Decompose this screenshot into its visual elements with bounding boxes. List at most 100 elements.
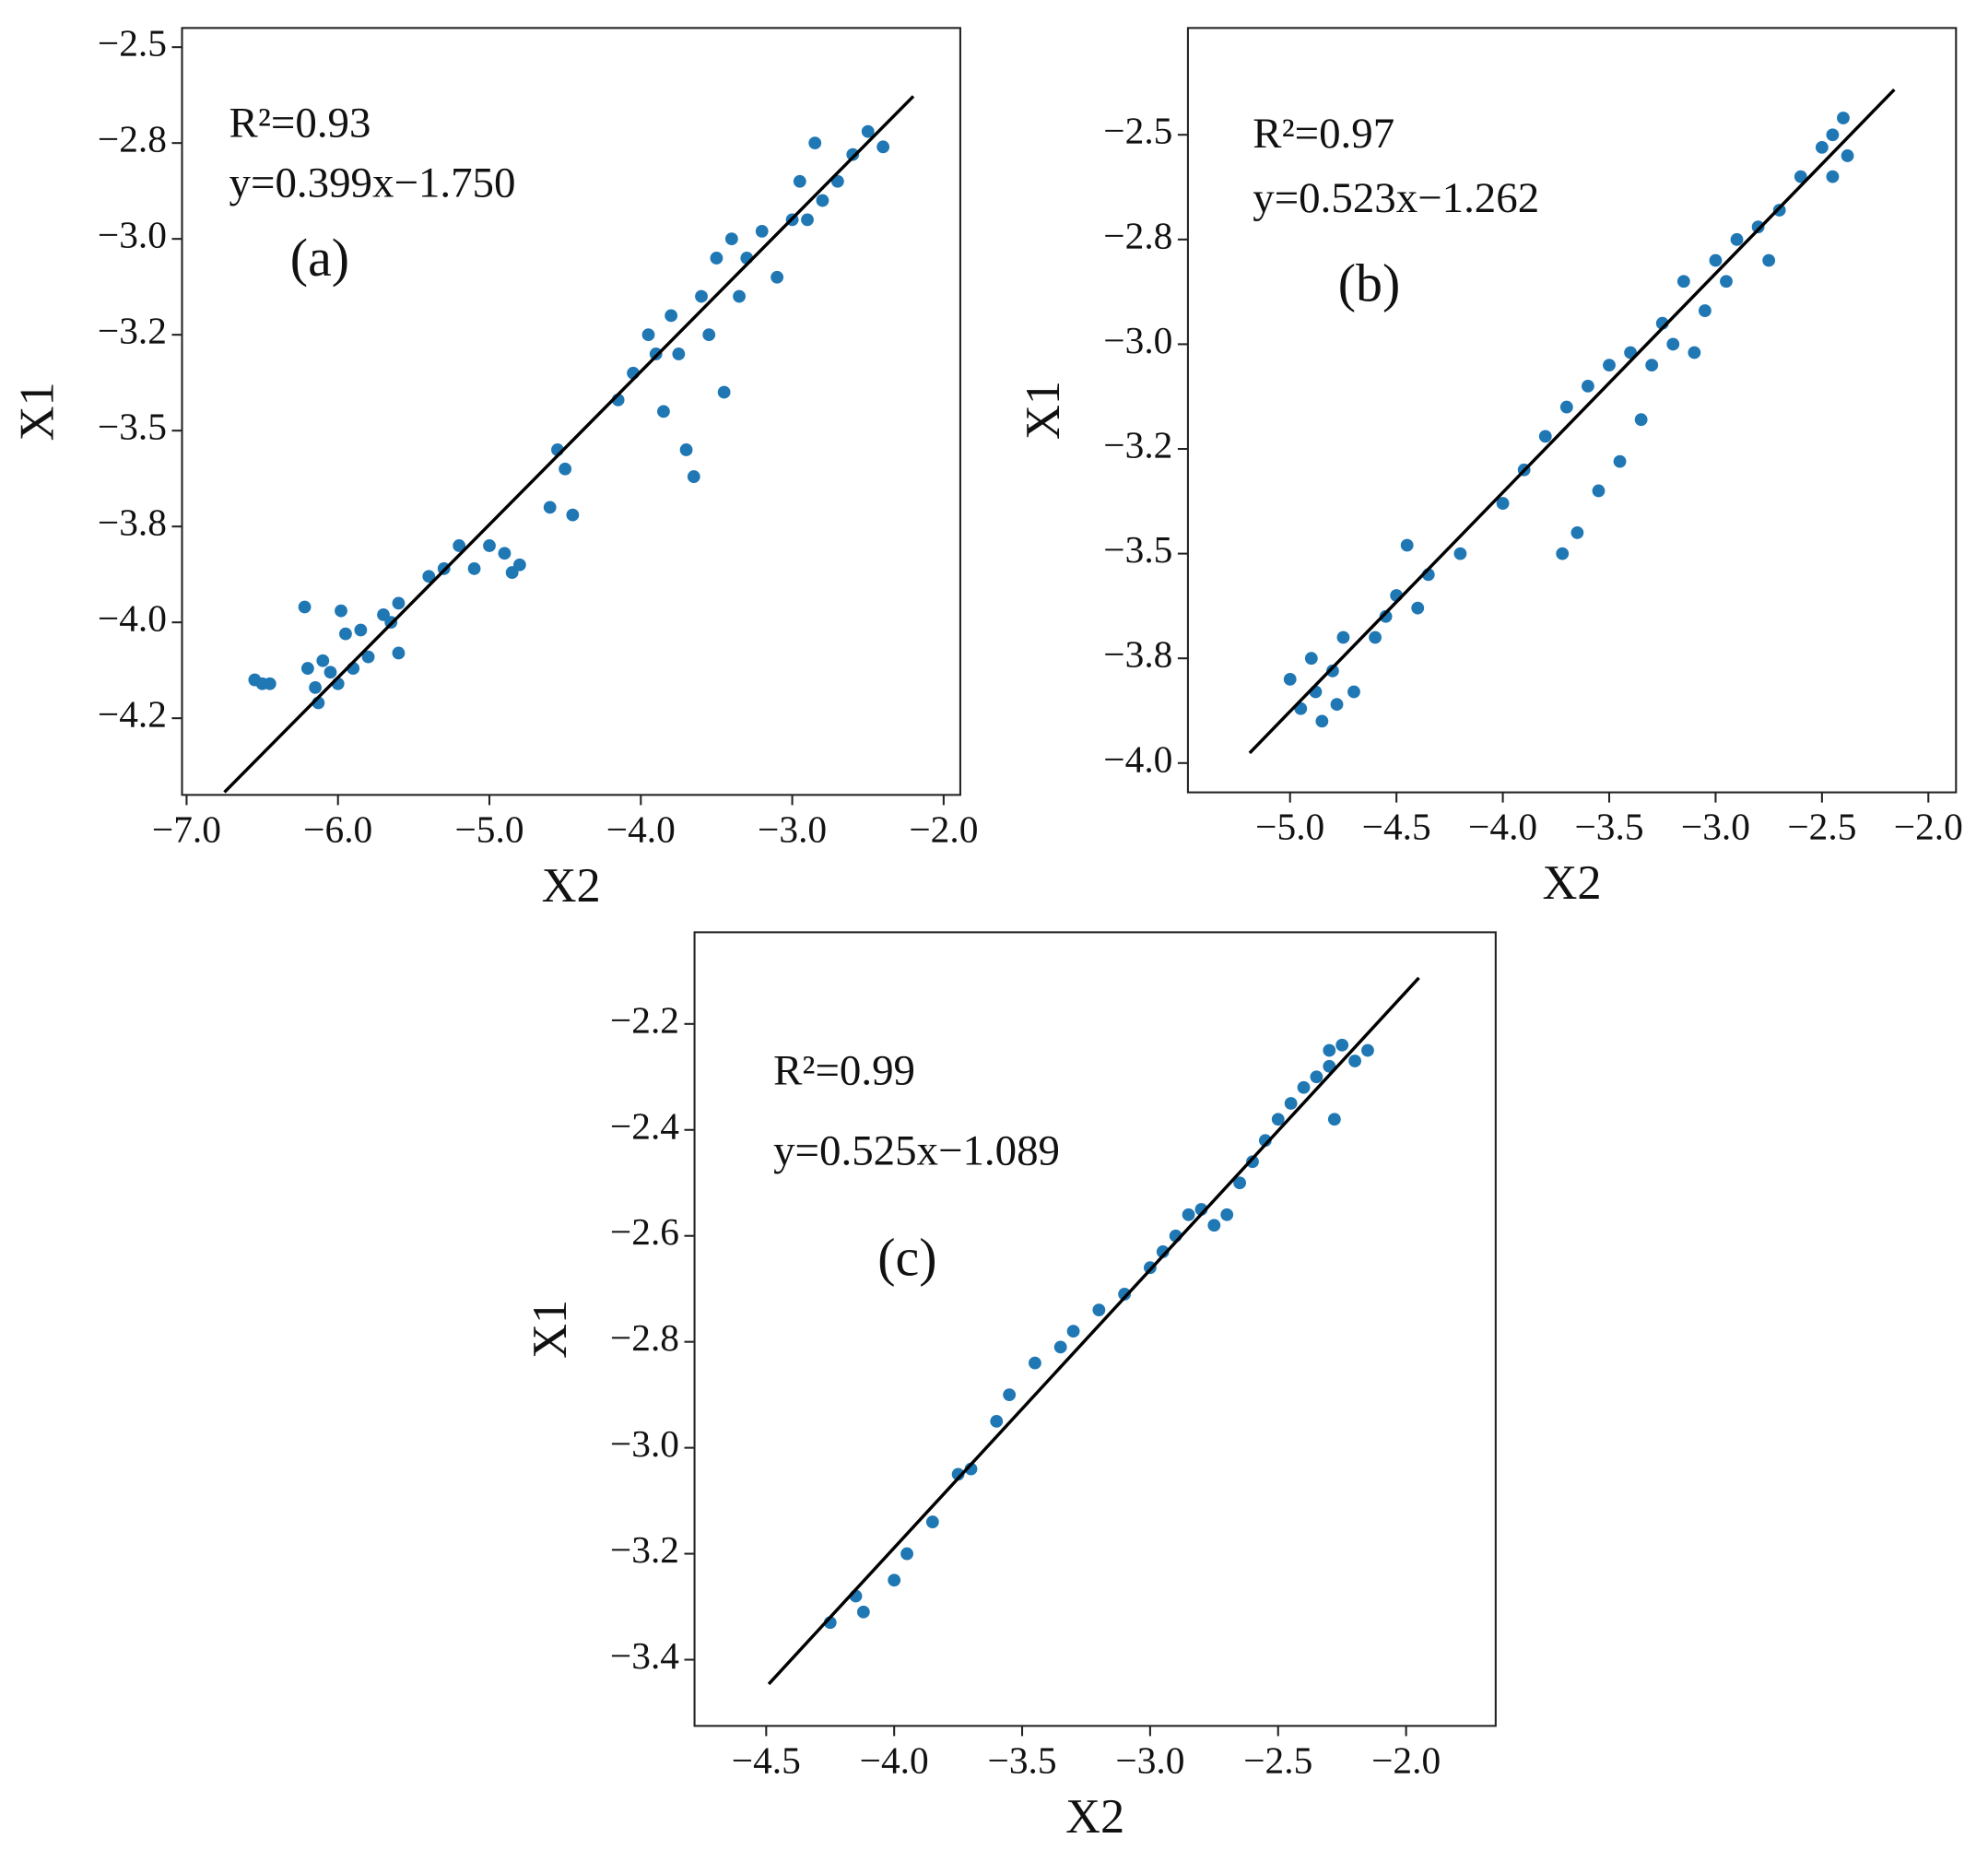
- scatter-point: [1348, 1055, 1361, 1067]
- y-axis-label: X1: [523, 1300, 577, 1359]
- scatter-point: [1634, 413, 1648, 427]
- x-tick-label: −2.0: [1371, 1738, 1441, 1781]
- scatter-point: [1720, 275, 1733, 289]
- scatter-point: [1709, 253, 1723, 267]
- y-tick-label: −2.8: [98, 118, 167, 160]
- annotation: R²=0.93: [229, 100, 371, 147]
- y-tick-label: −3.2: [98, 310, 167, 352]
- x-tick-label: −4.0: [1468, 805, 1537, 847]
- scatter-point: [641, 328, 655, 342]
- x-axis-label: X2: [542, 859, 601, 913]
- x-tick-label: −4.0: [606, 807, 676, 850]
- scatter-point: [808, 136, 822, 150]
- scatter-point: [453, 539, 466, 552]
- scatter-point: [1369, 630, 1382, 644]
- y-axis-label: X1: [1017, 381, 1070, 440]
- scatter-point: [1323, 1043, 1336, 1057]
- scatter-point: [498, 547, 512, 560]
- annotation: (a): [290, 228, 349, 288]
- x-tick-label: −2.0: [1894, 805, 1963, 847]
- scatter-point: [1751, 220, 1765, 234]
- scatter-point: [1730, 232, 1744, 246]
- scatter-point: [856, 1605, 870, 1619]
- scatter-point: [1794, 170, 1807, 183]
- annotation: R²=0.97: [1253, 110, 1394, 158]
- scatter-point: [1029, 1356, 1041, 1370]
- x-tick-label: −4.5: [732, 1738, 801, 1781]
- scatter-point: [1258, 1134, 1272, 1148]
- scatter-point: [1335, 1038, 1349, 1052]
- scatter-point: [816, 194, 829, 207]
- annotation: y=0.399x−1.750: [229, 159, 516, 207]
- scatter-point: [687, 470, 700, 483]
- scatter-point: [672, 348, 686, 360]
- scatter-point: [1271, 1113, 1285, 1126]
- y-tick-label: −3.8: [1103, 633, 1172, 676]
- y-tick-label: −3.0: [1103, 319, 1172, 361]
- scatter-point: [1826, 170, 1840, 183]
- scatter-point: [354, 623, 368, 637]
- x-tick-label: −3.0: [1681, 805, 1750, 847]
- scatter-point: [649, 348, 663, 360]
- annotation: y=0.523x−1.262: [1253, 174, 1539, 222]
- scatter-point: [1556, 547, 1570, 560]
- scatter-point: [1156, 1245, 1170, 1258]
- x-tick-label: −6.0: [303, 807, 372, 850]
- fit-line: [223, 95, 915, 794]
- scatter-point: [1284, 1097, 1298, 1110]
- scatter-point: [733, 289, 746, 303]
- scatter-point: [900, 1547, 913, 1561]
- x-tick-label: −2.0: [909, 807, 978, 850]
- scatter-point: [770, 270, 784, 284]
- axes-frame: [181, 27, 961, 796]
- y-tick-label: −4.0: [98, 597, 167, 640]
- scatter-point: [846, 147, 860, 161]
- scatter-point: [339, 627, 352, 641]
- x-tick-label: −3.5: [988, 1738, 1057, 1781]
- scatter-point: [1613, 454, 1627, 468]
- scatter-point: [876, 140, 890, 154]
- scatter-point: [657, 405, 670, 418]
- scatter-point: [1762, 253, 1776, 267]
- scatter-point: [1411, 601, 1425, 615]
- scatter-point: [1496, 497, 1510, 510]
- scatter-point: [1826, 128, 1840, 142]
- y-tick-label: −4.2: [98, 693, 167, 736]
- scatter-point: [566, 508, 580, 522]
- scatter-point: [392, 646, 406, 660]
- scatter-point: [1118, 1288, 1132, 1301]
- y-tick-label: −3.0: [610, 1422, 679, 1465]
- scatter-point: [392, 596, 406, 610]
- scatter-point: [1233, 1176, 1247, 1190]
- scatter-point: [1347, 685, 1360, 699]
- y-tick-label: −2.2: [610, 998, 679, 1041]
- scatter-point: [1676, 275, 1690, 289]
- scatter-point: [1207, 1219, 1221, 1232]
- scatter-point: [793, 174, 806, 188]
- scatter-point: [665, 309, 678, 323]
- scatter-point: [1453, 547, 1467, 560]
- x-tick-label: −5.0: [1255, 805, 1324, 847]
- y-tick-label: −3.5: [98, 406, 167, 448]
- scatter-point: [1304, 652, 1318, 666]
- scatter-point: [679, 443, 693, 456]
- scatter-point: [1361, 1043, 1374, 1057]
- y-tick-label: −2.8: [1103, 214, 1172, 256]
- scatter-point: [1645, 359, 1659, 372]
- scatter-point: [695, 289, 708, 303]
- x-tick-label: −3.0: [758, 807, 827, 850]
- scatter-point: [1400, 538, 1414, 552]
- scatter-point: [1592, 484, 1606, 498]
- scatter-point: [1092, 1303, 1106, 1317]
- y-tick-label: −2.4: [610, 1104, 679, 1147]
- scatter-point: [361, 650, 375, 664]
- x-tick-label: −3.5: [1574, 805, 1643, 847]
- scatter-point: [1666, 337, 1680, 351]
- scatter-point: [1570, 525, 1584, 539]
- y-tick-label: −2.5: [1103, 110, 1172, 152]
- x-axis-label: X2: [1543, 856, 1602, 910]
- scatter-point: [559, 462, 572, 476]
- scatter-point: [1688, 346, 1701, 359]
- x-tick-label: −7.0: [152, 807, 221, 850]
- scatter-point: [1559, 400, 1573, 414]
